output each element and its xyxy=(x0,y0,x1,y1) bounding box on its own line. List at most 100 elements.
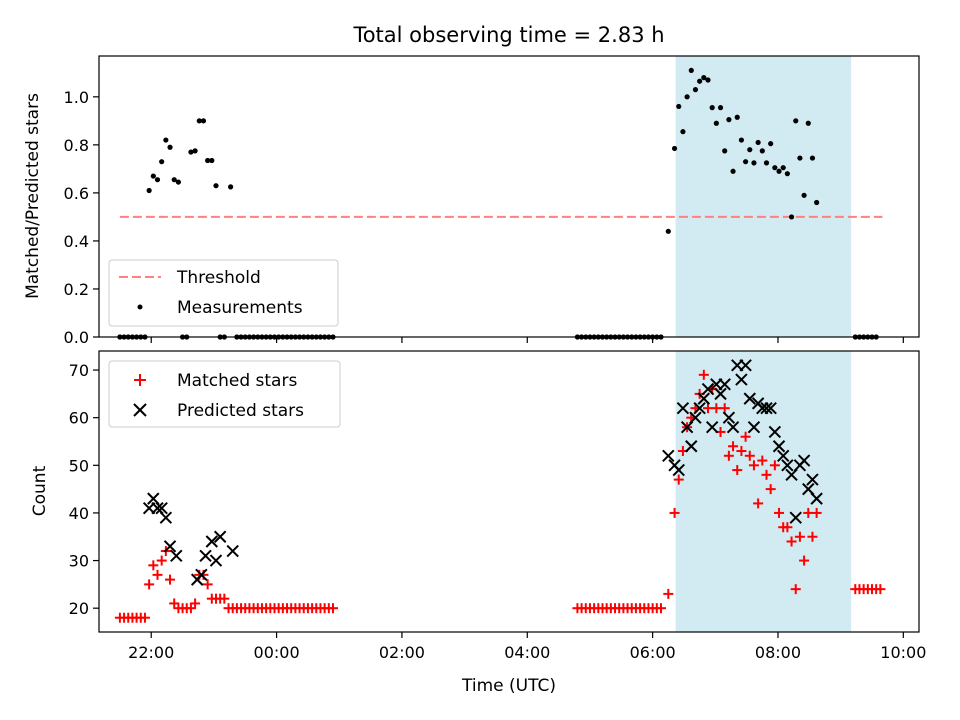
y-tick-label: 70 xyxy=(69,361,89,380)
x-tick-label: 00:00 xyxy=(254,643,300,662)
measurement-point xyxy=(692,87,699,93)
matched-star-point xyxy=(711,403,722,414)
predicted-star-point xyxy=(764,401,777,415)
y-tick-label: 30 xyxy=(69,552,89,571)
predicted-star-point xyxy=(718,378,731,391)
predicted-star-point xyxy=(735,373,748,386)
predicted-star-point xyxy=(676,401,690,415)
predicted-star-point xyxy=(705,420,719,434)
measurement-point xyxy=(788,214,795,220)
matched-star-point xyxy=(769,460,780,471)
measurement-point xyxy=(709,105,715,111)
measurement-point xyxy=(772,165,778,171)
predicted-star-point xyxy=(163,540,177,553)
measurement-point xyxy=(684,94,690,100)
matched-star-point xyxy=(807,531,818,542)
measurement-point xyxy=(146,187,152,194)
predicted-star-point xyxy=(797,454,811,467)
matched-star-point xyxy=(327,603,338,614)
matched-star-point xyxy=(794,531,805,542)
predicted-star-point xyxy=(722,411,736,424)
top-legend-box xyxy=(108,259,339,327)
measurement-point xyxy=(801,192,807,198)
measurement-point xyxy=(209,157,215,164)
measurement-point xyxy=(159,159,165,165)
predicted-star-point xyxy=(776,449,790,462)
matched-star-point xyxy=(765,484,776,495)
measurement-point xyxy=(701,75,707,81)
matched-star-point xyxy=(723,450,734,461)
legend-predicted-marker xyxy=(133,403,147,417)
matched-star-point xyxy=(740,431,751,442)
measurement-point xyxy=(228,184,234,190)
measurement-point xyxy=(717,105,724,111)
shaded-region xyxy=(675,56,852,337)
measurement-point xyxy=(192,148,198,154)
measurement-point xyxy=(780,165,786,171)
bottom-legend-box xyxy=(108,360,341,428)
matched-star-point xyxy=(811,507,822,518)
bottom-legend: Matched stars Predicted stars xyxy=(108,360,341,428)
bottom-axes-frame xyxy=(98,350,920,633)
y-tick-label: 0.6 xyxy=(64,184,89,203)
matched-star-point xyxy=(803,507,814,518)
measurement-point xyxy=(768,141,774,147)
measurement-point xyxy=(150,173,156,179)
measurement-point xyxy=(171,177,177,183)
predicted-star-point xyxy=(195,568,208,582)
legend-measurements-marker xyxy=(137,304,143,310)
measurement-point xyxy=(688,67,694,74)
legend-threshold-label: Threshold xyxy=(176,268,261,288)
top-panel: 0.0 0.2 0.4 0.6 0.8 1.0 Matched/Predicted sta… xyxy=(23,55,920,347)
matched-star-point xyxy=(219,593,230,604)
measurement-point xyxy=(722,148,728,154)
predicted-star-point xyxy=(697,392,711,405)
predicted-star-point xyxy=(701,382,715,396)
measurement-point xyxy=(167,144,173,150)
y-tick-label: 0.0 xyxy=(64,328,89,347)
predicted-star-point xyxy=(747,420,761,434)
predicted-star-point xyxy=(693,401,706,415)
matched-star-point xyxy=(799,555,810,566)
matched-star-point xyxy=(702,403,713,414)
bottom-panel: 20 30 40 50 60 70 22:00 00:00 02:00 04:00 06:00 08… xyxy=(30,350,926,696)
matched-star-point xyxy=(190,598,201,609)
matched-star-point xyxy=(744,450,755,461)
matched-star-point xyxy=(719,403,730,414)
bottom-y-ticks: 20 30 40 50 60 70 xyxy=(69,361,99,618)
top-shaded-region xyxy=(675,56,852,337)
x-axis-label: Time (UTC) xyxy=(461,676,556,696)
measurement-point xyxy=(755,139,761,146)
measurement-point xyxy=(200,118,207,124)
predicted-star-point xyxy=(772,440,786,453)
matched-star-point xyxy=(669,507,680,518)
measurement-point xyxy=(680,129,686,135)
measurement-point xyxy=(747,147,753,153)
measurement-point xyxy=(734,114,740,120)
predicted-star-point xyxy=(209,554,223,567)
measurement-point xyxy=(665,228,671,234)
matched-star-point xyxy=(774,507,785,518)
predicted-star-point xyxy=(685,440,698,453)
chart-title: Total observing time = 2.83 h xyxy=(352,23,664,47)
predicted-star-point xyxy=(806,473,819,486)
measurement-point xyxy=(730,168,736,174)
x-tick-label: 02:00 xyxy=(379,643,425,662)
y-tick-label: 1.0 xyxy=(64,88,89,107)
y-tick-label: 0.2 xyxy=(64,280,89,299)
top-y-axis-label: Matched/Predicted stars xyxy=(23,93,43,299)
x-tick-label: 04:00 xyxy=(504,643,550,662)
predicted-star-point xyxy=(159,511,173,524)
bottom-y-axis-label: Count xyxy=(30,465,50,516)
matched-star-point xyxy=(148,560,159,571)
matched-star-point xyxy=(736,446,747,457)
matched-star-point xyxy=(698,369,709,380)
measurement-point xyxy=(676,103,682,110)
x-tick-label: 06:00 xyxy=(630,643,676,662)
predicted-star-point xyxy=(672,463,685,477)
y-tick-label: 50 xyxy=(69,456,89,475)
predicted-star-point xyxy=(714,387,727,401)
measurement-point xyxy=(726,117,732,123)
y-tick-label: 60 xyxy=(69,409,89,428)
